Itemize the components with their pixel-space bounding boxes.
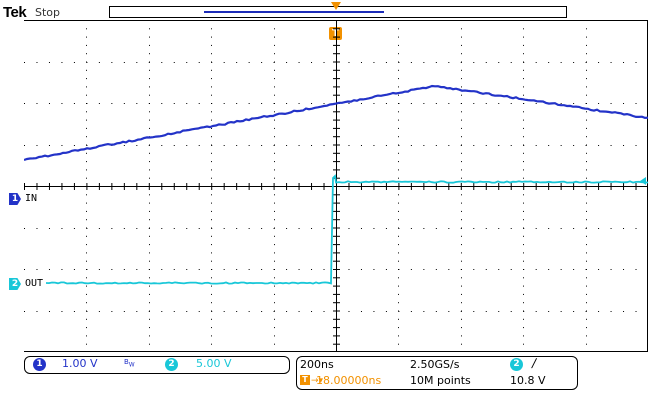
ch2-scale: 5.00 V xyxy=(196,357,232,370)
trigger-position-icon-small: T xyxy=(300,375,310,385)
rising-edge-icon: ∕ xyxy=(532,356,536,370)
sample-rate: 2.50GS/s xyxy=(410,358,459,371)
trigger-source-badge[interactable]: 2 xyxy=(510,358,523,371)
ch1-scale: 1.00 V xyxy=(62,357,98,370)
trigger-level: 10.8 V xyxy=(510,374,546,387)
ch2-ground-marker[interactable]: 2 xyxy=(9,278,21,290)
waveform-graticule xyxy=(24,20,648,352)
trigger-position: 18.00000ns xyxy=(316,374,381,387)
record-length: 10M points xyxy=(410,374,471,387)
grid xyxy=(24,20,648,352)
bandwidth-limit-icon: BW xyxy=(124,358,135,368)
trigger-level-marker[interactable] xyxy=(640,177,646,185)
ch1-badge[interactable]: 1 xyxy=(33,358,46,371)
ch1-label: IN xyxy=(25,193,37,204)
ch2-waveform xyxy=(46,176,648,284)
brand-logo: Tek xyxy=(3,4,26,21)
record-view-window[interactable] xyxy=(204,11,384,13)
ch2-label: OUT xyxy=(25,278,43,289)
trigger-position-marker-top[interactable] xyxy=(331,2,341,10)
ch2-badge[interactable]: 2 xyxy=(165,358,178,371)
time-per-div: 200ns xyxy=(300,358,334,371)
ch1-ground-marker[interactable]: 1 xyxy=(9,193,21,205)
acquisition-status: Stop xyxy=(35,6,60,19)
